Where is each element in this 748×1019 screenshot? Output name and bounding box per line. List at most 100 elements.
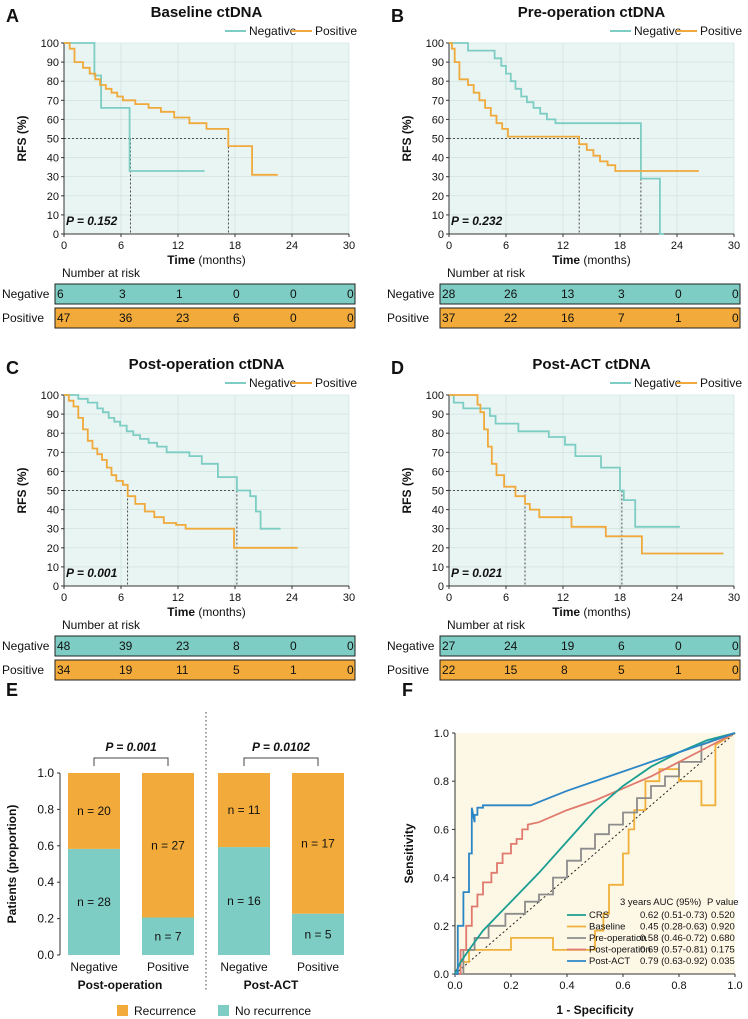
risk-value-negative: 24 [504,639,518,653]
auc-series-name: Baseline [589,922,625,933]
risk-value-positive: 1 [675,663,682,677]
y-tick-label: 0 [438,229,444,241]
group-label: Post-operation [78,978,163,992]
y-tick-label: 30 [47,524,59,536]
risk-value-positive: 22 [442,663,456,677]
risk-row-negative [54,283,356,305]
risk-label-negative: Negative [2,287,50,301]
y-tick-label: 80 [432,428,444,440]
x-tick-label: 0 [446,240,452,252]
x-tick-label: 0.0 [447,980,462,992]
y-tick-label: 20 [47,191,59,203]
auc-header: 3 years AUC (95%) [620,897,701,908]
risk-label-positive: Positive [387,311,429,325]
y-tick-label: 30 [432,524,444,536]
risk-row-positive [439,307,741,329]
y-tick-label: 80 [47,76,59,88]
y-tick-label: 90 [432,409,444,421]
roc-curve-baseline [455,732,736,975]
legend-negative-label: Negative [249,376,297,390]
risk-value-positive: 8 [561,663,568,677]
y-tick-label: 10 [47,210,59,222]
y-tick-label: 0.4 [434,873,449,885]
y-tick-label: 1.0 [37,766,54,780]
x-tick-label: 18 [229,592,241,604]
auc-value: 0.79 (0.63-0.92) [640,956,708,967]
risk-value-negative: 0 [290,639,297,653]
legend-positive-label: Positive [700,376,742,390]
km-curve-negative [64,394,281,530]
x-tick-label: 30 [343,592,355,604]
reference-diagonal [454,732,736,975]
x-tick-label: 12 [172,592,184,604]
panel-letter: B [391,6,404,26]
bar-label-no-recurrence: n = 16 [227,894,261,908]
risk-value-negative: 19 [561,639,575,653]
y-tick-label: 90 [432,57,444,69]
y-axis-label: RFS (%) [15,116,29,162]
risk-value-positive: 0 [732,311,739,325]
bar-no-recurrence [68,848,120,955]
bracket-p-value: P = 0.001 [105,740,157,754]
y-tick-label: 0 [53,229,59,241]
panel-title: Baseline ctDNA [151,4,263,21]
x-tick-label: 30 [728,592,740,604]
bar-label-recurrence: n = 11 [228,803,261,817]
p-value: P = 0.232 [451,214,503,228]
risk-value-negative: 0 [233,287,240,301]
x-tick-label: 12 [557,240,569,252]
x-axis-label-unit: (months) [195,605,246,619]
y-tick-label: 100 [41,390,59,402]
auc-value: 0.58 (0.46-0.72) [640,933,708,944]
risk-value-negative: 0 [347,639,354,653]
panel-title: Post-ACT ctDNA [532,356,650,373]
legend-no-recurrence-label: No recurrence [235,1004,311,1018]
risk-value-negative: 39 [119,639,133,653]
x-axis-label-bold: Time [552,253,580,267]
risk-value-positive: 47 [57,311,71,325]
risk-table: Number at risk Negative Positive 27 24 19 6 0 0 2… [387,618,741,681]
x-tick-label: 6 [118,240,124,252]
x-tick-label: 18 [614,240,626,252]
p-value: P = 0.152 [66,214,118,228]
risk-value-positive: 34 [57,663,71,677]
auc-series-name: Post-ACT [589,956,630,967]
risk-value-negative: 1 [176,287,183,301]
risk-value-negative: 0 [347,287,354,301]
y-tick-label: 1.0 [434,728,449,740]
x-tick-label: 0 [61,592,67,604]
y-tick-label: 70 [432,95,444,107]
bar-label-recurrence: n = 20 [77,804,111,818]
legend-recurrence-label: Recurrence [134,1004,196,1018]
bar-label-no-recurrence: n = 28 [77,895,111,909]
y-tick-label: 0.4 [37,875,54,889]
risk-value-positive: 11 [176,663,189,677]
legend: Negative Positive [225,376,357,390]
median-lines [64,490,238,586]
risk-label-positive: Positive [387,663,429,677]
x-tick-label: 6 [118,592,124,604]
risk-label-negative: Negative [2,639,50,653]
y-tick-label: 0.0 [37,948,54,962]
x-axis-label: 1 - Specificity [556,1003,634,1017]
legend: Negative Positive [610,376,742,390]
risk-row-negative [439,635,741,657]
risk-label-negative: Negative [387,639,435,653]
y-tick-label: 50 [47,134,59,146]
significance-bracket [243,757,319,766]
y-tick-label: 40 [47,505,59,517]
category-label: Negative [70,960,118,974]
legend-no-recurrence-swatch [218,1005,229,1016]
y-tick-label: 50 [47,486,59,498]
y-tick-label: 40 [47,153,59,165]
y-tick-label: 0.0 [434,969,449,981]
category-label: Negative [220,960,268,974]
bracket-p-value: P = 0.0102 [252,740,310,754]
auc-p-value: 0.175 [711,945,735,956]
roc-curve-post-operation [455,732,736,975]
x-tick-label: 1.0 [727,980,742,992]
auc-series-name: CRS [589,910,609,921]
